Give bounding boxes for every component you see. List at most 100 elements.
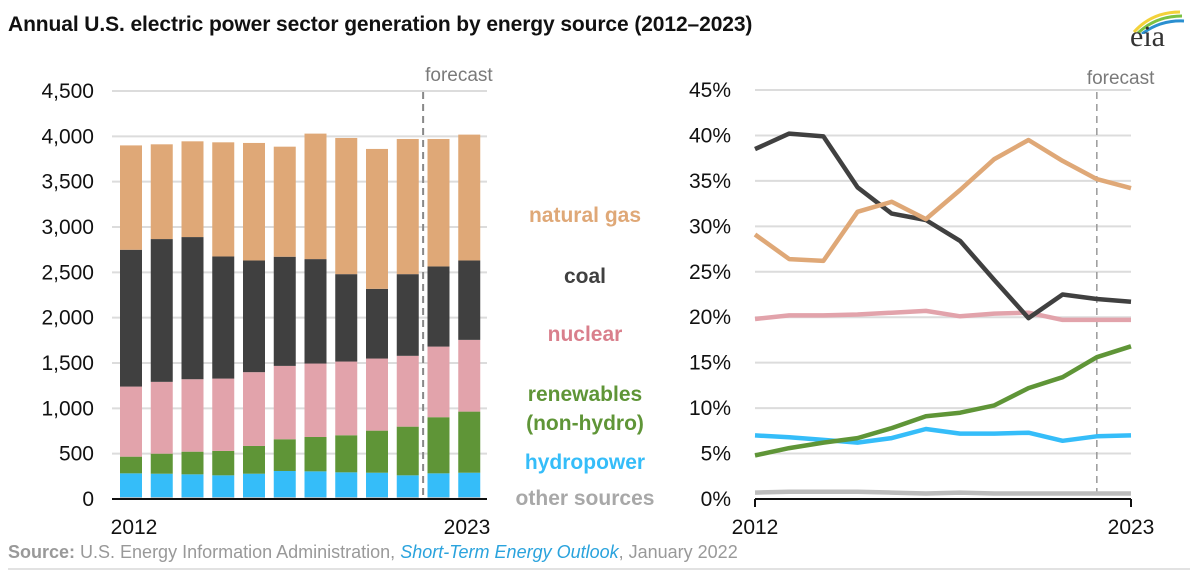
bar-segment-hydropower — [273, 470, 296, 498]
legend-label-natural_gas: natural gas — [529, 204, 641, 227]
bar-segment-hydropower — [304, 471, 327, 498]
bar-chart: 0 500 1,000 1,500 2,000 2,500 3,000 3,500 4,000 4… — [41, 65, 493, 539]
eia-logo: eia — [1118, 4, 1190, 53]
bar-segment-renewables — [212, 450, 235, 476]
x-tick-label: 2012 — [111, 516, 158, 539]
y-tick-label: 2,500 — [41, 261, 94, 284]
bar-segment-hydropower — [212, 475, 235, 498]
y-tick-label: 3,000 — [41, 216, 94, 239]
bar-segment-nuclear — [273, 365, 296, 440]
bar-segment-nuclear — [243, 372, 265, 446]
bar-segment-coal — [335, 274, 358, 362]
bar-segment-natural_gas — [120, 145, 142, 250]
legend: natural gas coal nuclear renewables (non-hyd… — [516, 204, 655, 510]
y-tick-label: 30% — [689, 215, 731, 238]
bar-segment-natural_gas — [427, 138, 450, 267]
chart-title: Annual U.S. electric power sector genera… — [8, 13, 753, 36]
line-series-nuclear — [754, 308, 1131, 323]
line-series-hydropower — [754, 426, 1132, 445]
bar-segment-coal — [212, 256, 235, 379]
bar-segment-nuclear — [304, 363, 327, 437]
legend-label-other: other sources — [516, 487, 655, 510]
source-org: U.S. Energy Information Administration, — [75, 542, 401, 562]
bar-segment-renewables — [181, 451, 204, 475]
bar-segment-renewables — [150, 453, 173, 474]
legend-label-nuclear: nuclear — [548, 323, 623, 346]
bar-segment-coal — [304, 259, 327, 364]
legend-label-coal: coal — [564, 265, 606, 288]
bar-segment-coal — [243, 260, 265, 373]
eia-logo-icon — [1132, 10, 1185, 34]
bar-segment-nuclear — [427, 346, 450, 418]
bar-segment-nuclear — [335, 361, 358, 436]
bar-segment-coal — [181, 237, 204, 380]
y-tick-label: 500 — [59, 443, 94, 466]
bar-segment-natural_gas — [335, 137, 358, 275]
y-tick-label: 5% — [701, 443, 731, 466]
legend-label-hydropower: hydropower — [525, 451, 645, 474]
bar-segment-hydropower — [150, 473, 173, 498]
bar-segment-natural_gas — [150, 144, 173, 240]
bar-segment-coal — [120, 249, 142, 387]
y-tick-label: 4,000 — [41, 125, 94, 148]
bar-segment-nuclear — [458, 339, 481, 412]
bar-segment-natural_gas — [181, 141, 204, 238]
x-tick-label: 2023 — [1108, 516, 1155, 539]
y-tick-label: 2,000 — [41, 307, 94, 330]
y-tick-label: 15% — [689, 352, 731, 375]
bar-segment-renewables — [427, 417, 450, 474]
bar-segment-hydropower — [427, 473, 450, 498]
x-tick-label: 2012 — [732, 516, 779, 539]
bar-segment-coal — [427, 266, 450, 347]
legend-label-renewables: (non-hydro) — [526, 412, 644, 435]
bar-segment-natural_gas — [243, 142, 265, 261]
line-series-other — [754, 489, 1131, 496]
bar-segment-renewables — [458, 411, 481, 473]
y-tick-label: 40% — [689, 124, 731, 147]
bar-segment-natural_gas — [458, 134, 481, 261]
bar-segment-coal — [273, 256, 296, 366]
bar-segment-hydropower — [458, 472, 481, 498]
bar-segment-renewables — [304, 436, 327, 472]
bar-segment-hydropower — [243, 473, 265, 498]
line-chart: 0% 5% 10% 15% 20% 25% 30% 35% 40% 45% forecast 2012… — [689, 68, 1155, 539]
bar-segment-renewables — [335, 435, 358, 473]
bar-segment-nuclear — [212, 378, 235, 451]
bar-segment-hydropower — [120, 473, 142, 498]
y-tick-label: 20% — [689, 306, 731, 329]
y-tick-label: 35% — [689, 170, 731, 193]
y-tick-label: 3,500 — [41, 171, 94, 194]
bar-segment-nuclear — [396, 355, 419, 427]
y-tick-label: 0% — [701, 488, 731, 511]
line-series-natural_gas — [753, 137, 1132, 264]
bar-segment-coal — [458, 260, 481, 340]
bar-segment-renewables — [243, 445, 265, 474]
source-note: Source: U.S. Energy Information Administ… — [8, 542, 738, 563]
x-tick-label: 2023 — [444, 516, 491, 539]
bar-segment-coal — [366, 288, 388, 359]
bar-segment-nuclear — [120, 386, 142, 457]
bar-segment-natural_gas — [304, 133, 327, 260]
source-publication-link[interactable]: Short-Term Energy Outlook — [400, 542, 619, 562]
bar-segment-nuclear — [181, 379, 204, 452]
y-tick-label: 25% — [689, 261, 731, 284]
source-date: , January 2022 — [618, 542, 738, 562]
bar-segment-nuclear — [150, 381, 173, 454]
y-tick-label: 0 — [82, 488, 94, 511]
source-divider — [8, 568, 1190, 570]
bar-segment-renewables — [366, 430, 388, 473]
y-tick-label: 1,000 — [41, 397, 94, 420]
bar-segment-coal — [150, 239, 173, 382]
bar-segment-natural_gas — [366, 148, 388, 289]
bar-segment-coal — [396, 274, 419, 356]
bar-segment-hydropower — [335, 472, 358, 498]
bar-segment-natural_gas — [273, 146, 296, 257]
line-series-coal — [754, 131, 1132, 321]
y-tick-label: 45% — [689, 79, 731, 102]
forecast-label: forecast — [1087, 68, 1155, 89]
bar-segment-natural_gas — [396, 138, 419, 275]
source-label: Source: — [8, 542, 76, 562]
bar-segment-hydropower — [366, 472, 388, 498]
legend-label-renewables: renewables — [528, 383, 642, 406]
